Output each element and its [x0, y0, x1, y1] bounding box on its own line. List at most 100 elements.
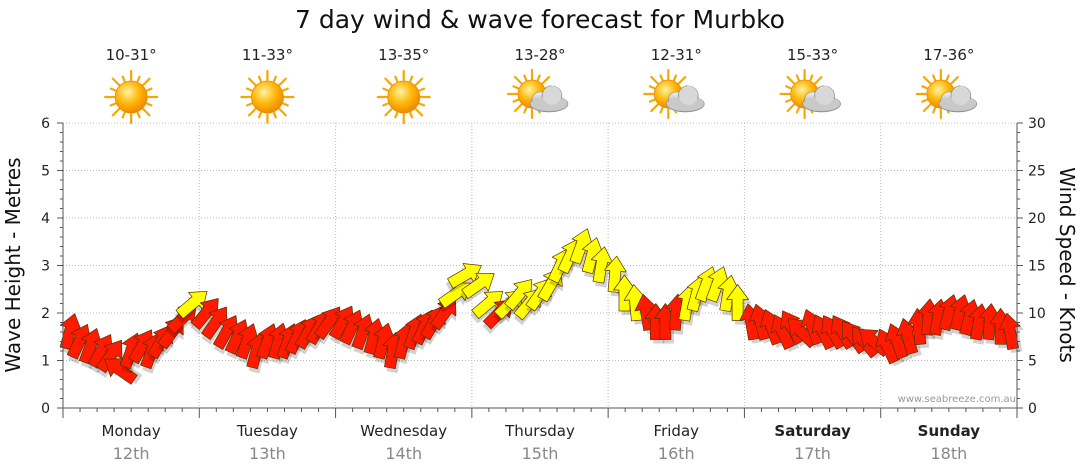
sun-ray [650, 103, 659, 113]
sunny-icon [240, 69, 295, 125]
sun-ray [278, 77, 287, 87]
sun-ray [111, 77, 121, 87]
sun-ray [795, 74, 800, 82]
sun-ray [932, 74, 937, 82]
y-tick-label: 1 [41, 354, 50, 370]
day-temperature-label: 13-35° [378, 46, 429, 64]
sun-ray [142, 77, 151, 87]
sun-ray [247, 77, 257, 87]
partly-cloudy-icon [643, 68, 705, 120]
sun-ray [109, 87, 117, 92]
day-date-label: 16th [658, 444, 695, 463]
sun-ray [247, 107, 257, 117]
sun-ray [513, 75, 523, 85]
day-temperature-label: 11-33° [242, 46, 293, 64]
sun-disc [251, 80, 284, 114]
sun-ray [272, 111, 277, 119]
sun-ray [384, 107, 393, 117]
sun-ray [672, 74, 678, 82]
sun-ray [418, 87, 426, 92]
sun-ray [950, 75, 959, 85]
sun-ray [145, 87, 153, 92]
y-tick-label: 5 [41, 164, 50, 180]
wind-arrow [460, 272, 495, 304]
day-name-label: Sunday [918, 422, 981, 440]
day-name-label: Saturday [774, 422, 851, 440]
sun-disc [387, 80, 421, 114]
sun-ray [257, 111, 263, 119]
sun-ray [536, 74, 541, 82]
sun-ray [136, 111, 141, 119]
sun-ray [394, 111, 399, 119]
day-temperature-label: 10-31° [106, 46, 157, 64]
day-temperature-label: 12-31° [651, 46, 702, 64]
sun-ray [145, 102, 153, 107]
sun-ray [278, 107, 287, 117]
cloud-shape [665, 85, 705, 113]
sun-ray [648, 85, 656, 90]
sun-ray [142, 107, 151, 117]
sun-ray [513, 103, 523, 113]
sun-ray [121, 75, 126, 83]
sun-ray [650, 75, 659, 85]
wind-arrow [998, 312, 1024, 354]
day-name-label: Thursday [504, 422, 575, 440]
y-tick-label: 6 [41, 116, 50, 132]
y-tick-label: 2 [41, 306, 50, 322]
partly-cloudy-icon [506, 68, 569, 120]
wind-arrow [604, 255, 629, 297]
sun-ray [809, 74, 814, 82]
day-temperature-label: 15-33° [787, 46, 838, 64]
day-labels: Monday 12th Tuesday 13th Wednesday 14th Thursd… [102, 422, 981, 463]
y-tick-label: 0 [41, 401, 50, 417]
day-date-label: 15th [522, 444, 559, 463]
sun-ray [512, 98, 520, 103]
wind-arrows [59, 228, 1024, 385]
sunny-icon [104, 69, 159, 125]
y2-tick-label: 0 [1028, 401, 1037, 417]
sun-ray [246, 102, 253, 107]
sun-ray [121, 111, 126, 119]
y2-tick-label: 5 [1028, 354, 1037, 370]
y2-tick-label: 30 [1028, 116, 1046, 132]
partly-cloudy-icon [779, 68, 841, 120]
sun-ray [523, 106, 528, 114]
sun-ray [786, 75, 796, 85]
sun-ray [659, 106, 664, 114]
sun-ray [282, 87, 289, 92]
sun-ray [382, 87, 390, 92]
cloud-shape [802, 85, 841, 113]
day-date-label: 14th [385, 444, 422, 463]
sun-ray [523, 74, 528, 82]
sun-ray [921, 98, 929, 103]
sun-ray [409, 75, 414, 83]
cloud-shape [529, 85, 569, 113]
day-date-label: 12th [113, 444, 150, 463]
sun-ray [677, 75, 687, 85]
sun-ray [382, 102, 390, 107]
sun-ray [418, 102, 426, 107]
day-date-label: 13th [249, 444, 286, 463]
day-name-label: Friday [654, 422, 700, 440]
chart-axes [57, 122, 1023, 418]
wave-height-axis: 0 1 2 3 4 5 6 [41, 116, 50, 417]
partly-cloudy-icon [915, 68, 978, 120]
day-name-label: Tuesday [236, 422, 298, 440]
sun-ray [414, 107, 424, 117]
chart-title: 7 day wind & wave forecast for Murbko [295, 5, 785, 34]
sun-ray [784, 85, 792, 90]
y2-axis-label: Wind Speed - Knots [1055, 167, 1079, 363]
day-temperature-label: 13-28° [514, 46, 565, 64]
cloud-shape [938, 85, 978, 113]
sun-ray [257, 75, 263, 83]
wind-arrow [174, 290, 208, 324]
sun-ray [272, 75, 277, 83]
y-axis-label: Wave Height - Metres [1, 157, 25, 372]
sun-ray [246, 87, 253, 92]
y2-tick-label: 10 [1028, 306, 1046, 322]
day-name-label: Monday [102, 422, 161, 440]
sun-ray [795, 106, 800, 114]
sun-ray [282, 102, 289, 107]
sun-ray [945, 74, 950, 82]
